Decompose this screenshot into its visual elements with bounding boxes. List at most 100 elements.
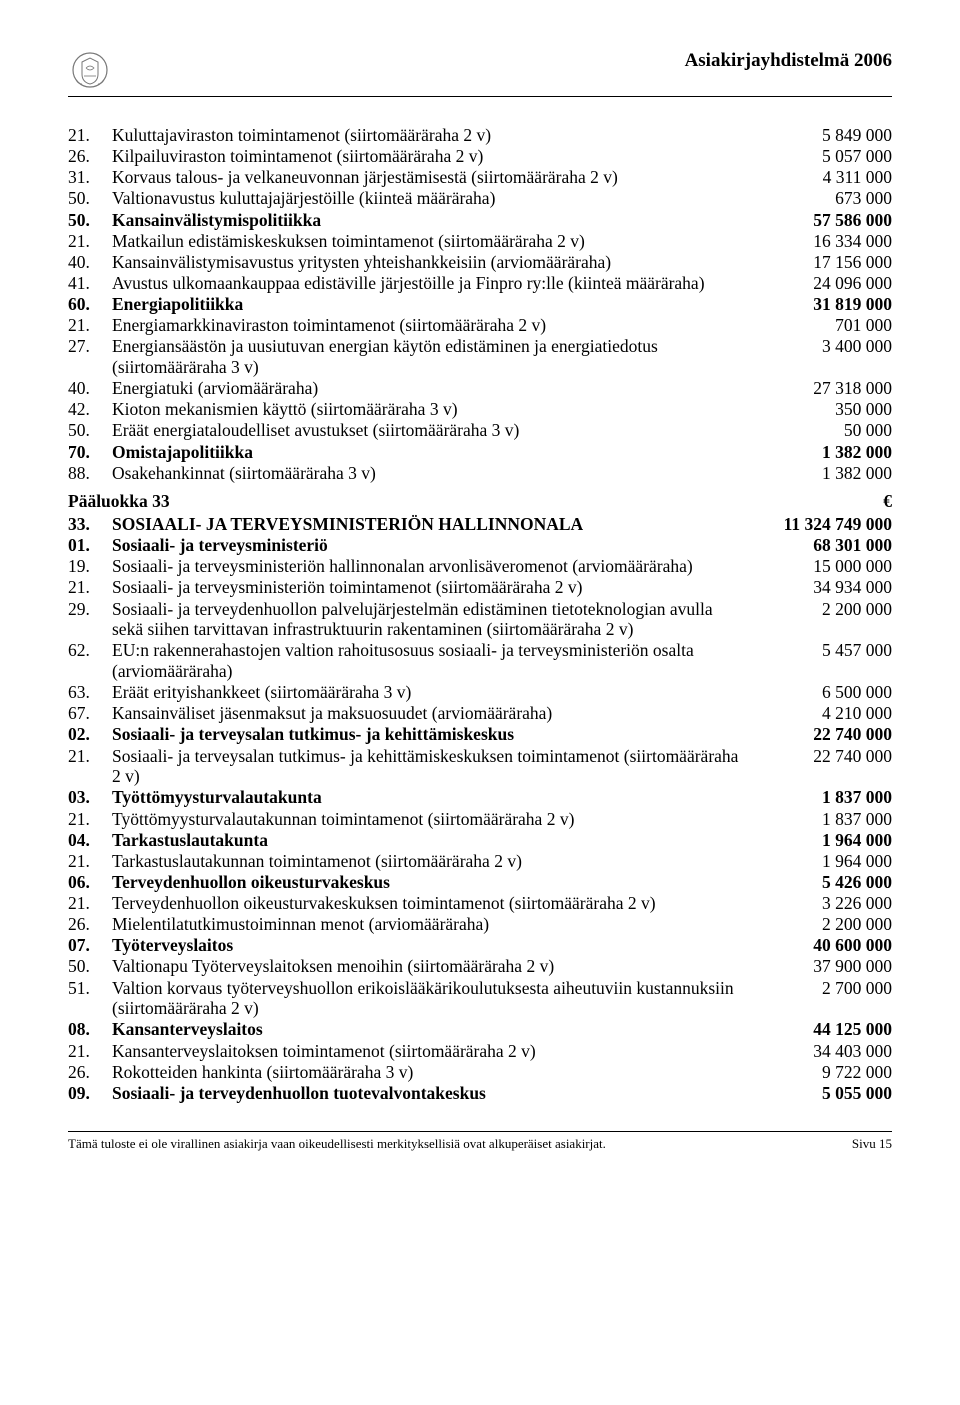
row-value: 5 055 000 bbox=[762, 1083, 892, 1104]
row-description: Sosiaali- ja terveysministeriön toiminta… bbox=[112, 577, 762, 598]
row-number: 50. bbox=[68, 956, 112, 977]
table-row: 40.Energiatuki (arviomääräraha)27 318 00… bbox=[68, 378, 892, 399]
row-number: 06. bbox=[68, 872, 112, 893]
row-description: Työterveyslaitos bbox=[112, 935, 762, 956]
table-row: 50.Eräät energiataloudelliset avustukset… bbox=[68, 420, 892, 441]
table-row: 67.Kansainväliset jäsenmaksut ja maksuos… bbox=[68, 703, 892, 724]
row-value: 3 400 000 bbox=[762, 336, 892, 357]
row-value: 701 000 bbox=[762, 315, 892, 336]
table-row: 63.Eräät erityishankkeet (siirtomäärärah… bbox=[68, 682, 892, 703]
table-row: 42.Kioton mekanismien käyttö (siirtomäär… bbox=[68, 399, 892, 420]
section-label: Pääluokka 33 bbox=[68, 491, 762, 512]
table-row: 70.Omistajapolitiikka1 382 000 bbox=[68, 442, 892, 463]
table-row: 06.Terveydenhuollon oikeusturvakeskus5 4… bbox=[68, 872, 892, 893]
row-value: 37 900 000 bbox=[762, 956, 892, 977]
row-number: 03. bbox=[68, 787, 112, 808]
table-row: 02.Sosiaali- ja terveysalan tutkimus- ja… bbox=[68, 724, 892, 745]
row-description: Eräät energiataloudelliset avustukset (s… bbox=[112, 420, 762, 441]
table-row: 50.Valtionavustus kuluttajajärjestöille … bbox=[68, 188, 892, 209]
table-row: 09.Sosiaali- ja terveydenhuollon tuoteva… bbox=[68, 1083, 892, 1104]
row-description: Valtionapu Työterveyslaitoksen menoihin … bbox=[112, 956, 762, 977]
table-row: 19.Sosiaali- ja terveysministeriön halli… bbox=[68, 556, 892, 577]
row-value: 5 457 000 bbox=[762, 640, 892, 661]
row-number: 19. bbox=[68, 556, 112, 577]
table-row: 26.Mielentilatutkimustoiminnan menot (ar… bbox=[68, 914, 892, 935]
row-description: EU:n rakennerahastojen valtion rahoituso… bbox=[112, 640, 762, 681]
row-value: 2 200 000 bbox=[762, 914, 892, 935]
row-description: Rokotteiden hankinta (siirtomääräraha 3 … bbox=[112, 1062, 762, 1083]
row-description: Valtionavustus kuluttajajärjestöille (ki… bbox=[112, 188, 762, 209]
row-number: 21. bbox=[68, 809, 112, 830]
table-row: 07.Työterveyslaitos40 600 000 bbox=[68, 935, 892, 956]
footer-disclaimer: Tämä tuloste ei ole virallinen asiakirja… bbox=[68, 1136, 606, 1152]
row-description: Kansainvälistymispolitiikka bbox=[112, 210, 762, 231]
row-value: 50 000 bbox=[762, 420, 892, 441]
table-row: 29.Sosiaali- ja terveydenhuollon palvelu… bbox=[68, 599, 892, 640]
row-value: 1 382 000 bbox=[762, 442, 892, 463]
row-description: Kuluttajaviraston toimintamenot (siirtom… bbox=[112, 125, 762, 146]
row-number: 51. bbox=[68, 978, 112, 999]
table-row: 26.Kilpailuviraston toimintamenot (siirt… bbox=[68, 146, 892, 167]
row-number: 62. bbox=[68, 640, 112, 661]
row-description: Terveydenhuollon oikeusturvakeskuksen to… bbox=[112, 893, 762, 914]
row-value: 1 837 000 bbox=[762, 787, 892, 808]
row-number: 50. bbox=[68, 420, 112, 441]
row-number: 60. bbox=[68, 294, 112, 315]
table-row: 03.Työttömyysturvalautakunta1 837 000 bbox=[68, 787, 892, 808]
row-number: 07. bbox=[68, 935, 112, 956]
row-description: SOSIAALI- JA TERVEYSMINISTERIÖN HALLINNO… bbox=[112, 514, 762, 535]
row-value: € bbox=[762, 491, 892, 512]
row-description: Sosiaali- ja terveysministeriö bbox=[112, 535, 762, 556]
row-number: 02. bbox=[68, 724, 112, 745]
row-value: 350 000 bbox=[762, 399, 892, 420]
row-value: 31 819 000 bbox=[762, 294, 892, 315]
table-row: 21.Terveydenhuollon oikeusturvakeskuksen… bbox=[68, 893, 892, 914]
row-value: 68 301 000 bbox=[762, 535, 892, 556]
table-row: 21.Sosiaali- ja terveysministeriön toimi… bbox=[68, 577, 892, 598]
row-description: Kioton mekanismien käyttö (siirtomäärära… bbox=[112, 399, 762, 420]
row-value: 1 964 000 bbox=[762, 851, 892, 872]
row-description: Työttömyysturvalautakunnan toimintamenot… bbox=[112, 809, 762, 830]
row-value: 3 226 000 bbox=[762, 893, 892, 914]
row-number: 29. bbox=[68, 599, 112, 620]
row-value: 40 600 000 bbox=[762, 935, 892, 956]
row-number: 40. bbox=[68, 252, 112, 273]
table-row: Pääluokka 33€ bbox=[68, 491, 892, 512]
table-row: 08.Kansanterveyslaitos44 125 000 bbox=[68, 1019, 892, 1040]
row-value: 57 586 000 bbox=[762, 210, 892, 231]
row-number: 88. bbox=[68, 463, 112, 484]
row-number: 09. bbox=[68, 1083, 112, 1104]
coat-of-arms-icon bbox=[68, 48, 112, 92]
row-number: 70. bbox=[68, 442, 112, 463]
row-description: Sosiaali- ja terveysministeriön hallinno… bbox=[112, 556, 762, 577]
footer-page-number: Sivu 15 bbox=[852, 1136, 892, 1152]
table-row: 01.Sosiaali- ja terveysministeriö68 301 … bbox=[68, 535, 892, 556]
row-number: 63. bbox=[68, 682, 112, 703]
row-number: 21. bbox=[68, 893, 112, 914]
page: Asiakirjayhdistelmä 2006 21.Kuluttajavir… bbox=[0, 0, 960, 1182]
row-value: 16 334 000 bbox=[762, 231, 892, 252]
table-row: 62.EU:n rakennerahastojen valtion rahoit… bbox=[68, 640, 892, 681]
row-number: 26. bbox=[68, 146, 112, 167]
row-number: 01. bbox=[68, 535, 112, 556]
row-description: Matkailun edistämiskeskuksen toimintamen… bbox=[112, 231, 762, 252]
row-value: 1 837 000 bbox=[762, 809, 892, 830]
row-number: 21. bbox=[68, 1041, 112, 1062]
row-description: Energiatuki (arviomääräraha) bbox=[112, 378, 762, 399]
table-row: 33.SOSIAALI- JA TERVEYSMINISTERIÖN HALLI… bbox=[68, 514, 892, 535]
table-row: 60.Energiapolitiikka31 819 000 bbox=[68, 294, 892, 315]
table-row: 31.Korvaus talous- ja velkaneuvonnan jär… bbox=[68, 167, 892, 188]
row-value: 673 000 bbox=[762, 188, 892, 209]
row-value: 22 740 000 bbox=[762, 724, 892, 745]
table-row: 51.Valtion korvaus työterveyshuollon eri… bbox=[68, 978, 892, 1019]
row-value: 2 200 000 bbox=[762, 599, 892, 620]
row-description: Kansanterveyslaitos bbox=[112, 1019, 762, 1040]
row-description: Kansainväliset jäsenmaksut ja maksuosuud… bbox=[112, 703, 762, 724]
row-value: 1 964 000 bbox=[762, 830, 892, 851]
row-value: 17 156 000 bbox=[762, 252, 892, 273]
table-row: 04.Tarkastuslautakunta1 964 000 bbox=[68, 830, 892, 851]
table-row: 21.Tarkastuslautakunnan toimintamenot (s… bbox=[68, 851, 892, 872]
row-number: 21. bbox=[68, 125, 112, 146]
row-value: 15 000 000 bbox=[762, 556, 892, 577]
row-value: 5 057 000 bbox=[762, 146, 892, 167]
